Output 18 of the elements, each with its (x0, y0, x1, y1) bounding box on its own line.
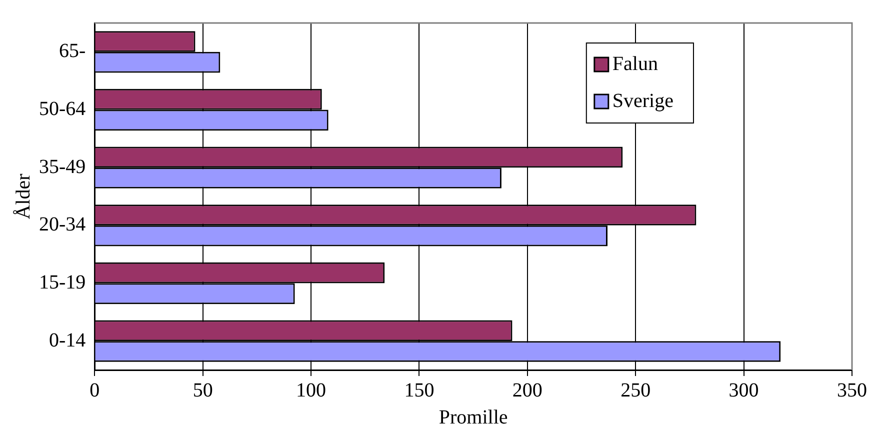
legend-label: Sverige (612, 90, 674, 112)
legend-label: Falun (612, 52, 658, 75)
y-tick-label: 35-49 (38, 156, 86, 178)
x-tick-label: 250 (620, 379, 651, 402)
x-tick-label: 100 (296, 379, 326, 402)
y-tick-label: 20-34 (38, 214, 86, 236)
x-tick-label: 300 (728, 379, 759, 402)
y-tick-label: 15-19 (38, 272, 86, 294)
x-tick-label: 0 (90, 379, 100, 402)
y-tick-label: 50-64 (38, 98, 86, 120)
y-tick-label: 65- (58, 40, 86, 62)
x-axis-title: Promille (438, 406, 508, 428)
y-axis-title: Ålder (12, 173, 34, 220)
x-tick-label: 200 (512, 379, 542, 402)
x-tick-label: 350 (837, 379, 867, 402)
x-tick-label: 150 (404, 379, 434, 402)
y-tick-label: 0-14 (48, 329, 86, 352)
x-tick-label: 50 (192, 379, 213, 402)
